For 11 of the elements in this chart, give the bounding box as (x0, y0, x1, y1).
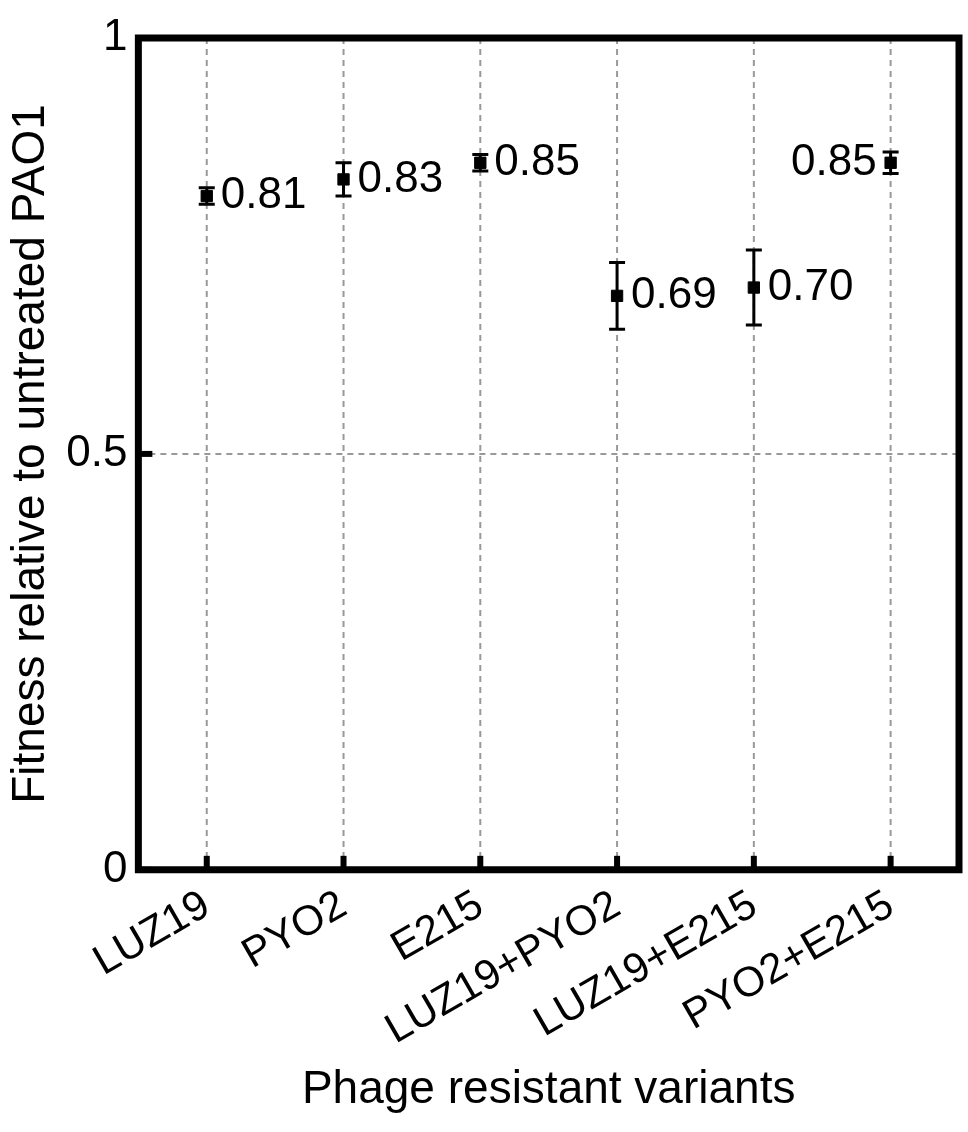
data-label: 0.81 (220, 168, 307, 218)
y-tick-label: 0.5 (66, 426, 128, 476)
data-label: 0.85 (790, 134, 877, 184)
data-label: 0.83 (357, 151, 444, 201)
data-label: 0.85 (494, 134, 580, 184)
y-tick-label: 1 (102, 10, 128, 60)
x-axis-title: Phage resistant variants (301, 1061, 796, 1114)
y-tick-label: 0 (102, 841, 128, 891)
data-label: 0.70 (767, 259, 854, 309)
y-axis-title: Fitness relative to untreated PAO1 (2, 104, 55, 804)
data-label: 0.69 (631, 268, 717, 318)
